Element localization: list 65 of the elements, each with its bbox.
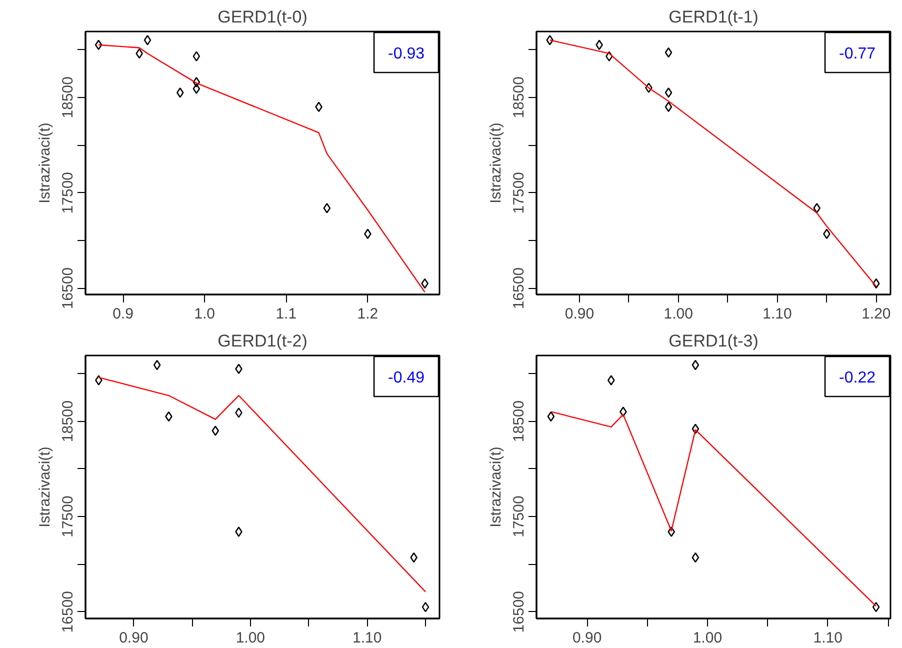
point (608, 375, 615, 386)
annotation: -0.22 (839, 370, 876, 386)
y-tick-label: 18500 (60, 400, 76, 442)
chart-title: GERD1(t-3) (668, 332, 758, 350)
y-tick-label: 16500 (60, 267, 76, 310)
y-axis-title: Istrazivaci(t) (488, 122, 504, 204)
y-tick-label: 17500 (60, 496, 76, 538)
y-tick-label: 16500 (60, 590, 76, 633)
point (664, 47, 672, 58)
point (692, 424, 700, 434)
point (95, 375, 102, 386)
y-tick-label: 18500 (510, 400, 528, 442)
point (547, 411, 555, 422)
chart-title: GERD1(t-0) (218, 8, 308, 26)
x-tick-label: 0.9 (112, 306, 134, 322)
y-tick-label: 16500 (510, 590, 528, 633)
point (94, 40, 102, 50)
point (645, 82, 652, 93)
point (422, 602, 430, 612)
x-tick-label: 1.20 (862, 306, 891, 322)
point (872, 602, 880, 612)
point (668, 526, 676, 537)
point (606, 51, 613, 62)
x-tick-label: 1.00 (236, 630, 266, 646)
x-tick-label: 1.0 (194, 306, 216, 322)
y-tick-label: 17500 (60, 172, 76, 214)
annotation: -0.77 (839, 46, 876, 62)
point (235, 364, 242, 374)
y-axis-title: Istrazivaci(t) (36, 446, 54, 528)
point (323, 202, 331, 214)
point (192, 84, 200, 94)
point (144, 34, 152, 46)
x-tick-label: 1.10 (813, 630, 842, 646)
chart-title: GERD1(t-1) (668, 8, 758, 26)
y-tick-label: 17500 (510, 172, 528, 214)
point (692, 360, 700, 370)
point (235, 408, 242, 418)
x-tick-label: 1.2 (357, 306, 378, 322)
point (620, 406, 627, 417)
y-axis-title: Istrazivaci(t) (36, 122, 54, 204)
point (235, 526, 242, 537)
x-tick-label: 0.90 (119, 630, 148, 646)
y-tick-label: 17500 (510, 496, 528, 538)
y-axis-title: Istrazivaci(t) (488, 446, 504, 528)
x-tick-label: 1.00 (692, 630, 722, 646)
point (153, 360, 161, 370)
x-tick-label: 1.1 (276, 306, 297, 322)
x-tick-label: 1.00 (664, 306, 694, 322)
x-tick-label: 0.90 (564, 306, 594, 322)
y-tick-label: 18500 (60, 76, 76, 118)
point (192, 51, 200, 62)
x-tick-label: 1.10 (352, 630, 382, 646)
point (192, 76, 200, 88)
chart-title: GERD1(t-2) (218, 332, 308, 350)
point (664, 102, 672, 112)
point (212, 426, 220, 436)
point (692, 552, 700, 563)
x-tick-label: 0.90 (572, 630, 602, 646)
point (176, 87, 184, 98)
y-tick-label: 18500 (510, 76, 528, 118)
annotation: -0.93 (388, 46, 425, 62)
point (664, 87, 672, 98)
annotation: -0.49 (388, 370, 425, 386)
y-tick-label: 16500 (510, 267, 528, 310)
x-tick-label: 1.10 (762, 306, 792, 322)
